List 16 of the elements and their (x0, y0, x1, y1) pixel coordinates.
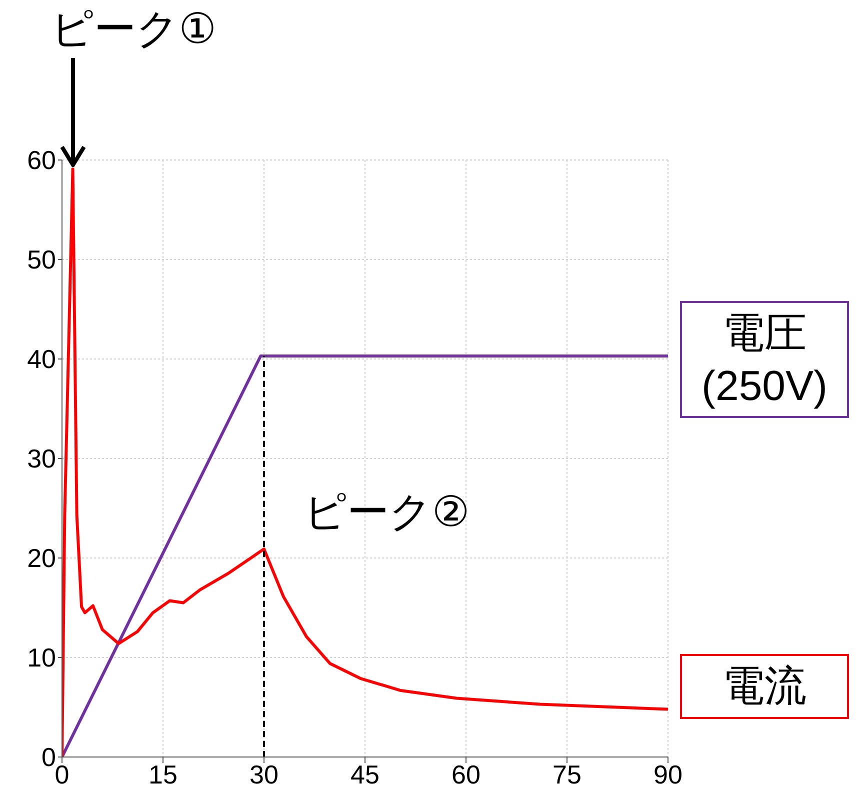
x-tick-label: 75 (552, 759, 582, 790)
y-tick-label: 50 (27, 244, 56, 275)
x-tick-label: 90 (654, 759, 682, 790)
y-tick-label: 10 (27, 642, 56, 673)
y-tick-label: 20 (27, 543, 56, 574)
y-tick-label: 40 (27, 344, 56, 374)
annotation: ピーク① (50, 5, 216, 52)
series-label: 電圧 (250V) (680, 301, 849, 418)
x-tick-label: 30 (250, 759, 278, 790)
x-tick-label: 60 (452, 759, 480, 790)
y-tick-label: 60 (27, 145, 56, 176)
annotation: ピーク② (304, 488, 470, 536)
x-tick-label: 15 (148, 759, 178, 790)
series-label: 電流 (680, 654, 849, 719)
y-tick-label: 30 (27, 444, 56, 474)
x-tick-label: 45 (350, 759, 380, 790)
